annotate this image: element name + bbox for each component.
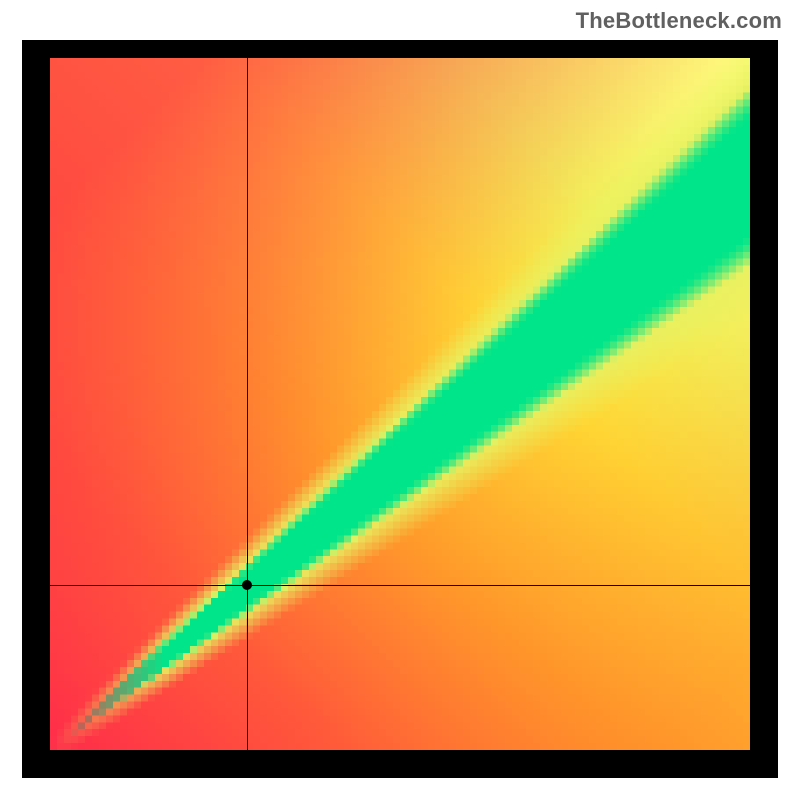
heatmap-plot-area [50,58,750,750]
crosshair-vertical [247,58,248,750]
bottleneck-marker [242,580,252,590]
attribution-text: TheBottleneck.com [576,8,782,34]
plot-frame [22,40,778,778]
heatmap-canvas [50,58,750,750]
crosshair-horizontal [50,585,750,586]
